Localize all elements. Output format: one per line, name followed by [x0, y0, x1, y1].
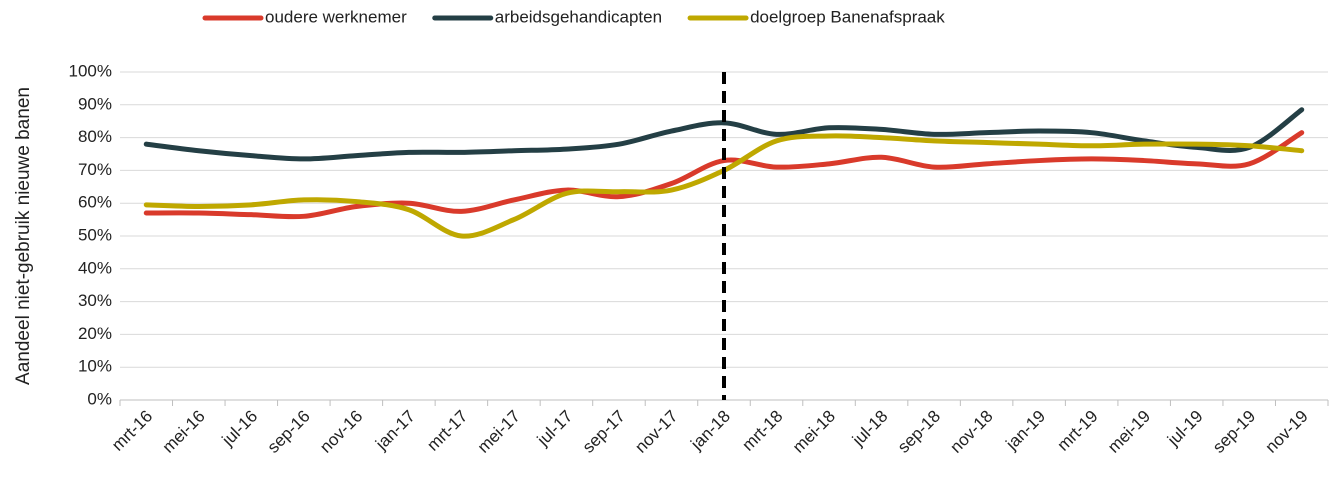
y-axis-label: Aandeel niet-gebruik nieuwe banen — [13, 87, 34, 385]
x-tick-label: jan-19 — [1002, 407, 1050, 455]
legend-label: oudere werknemer — [265, 7, 407, 26]
x-tick-label: mrt-19 — [1053, 407, 1101, 455]
x-tick-label: mei-18 — [789, 407, 839, 457]
legend-label: arbeidsgehandicapten — [495, 7, 662, 26]
y-tick-label: 0% — [87, 389, 112, 408]
y-tick-label: 90% — [78, 94, 112, 113]
x-tick-label: jan-18 — [686, 407, 734, 455]
legend: oudere werknemer arbeidsgehandicapten doel… — [202, 7, 945, 26]
x-tick-label: jul-18 — [848, 407, 892, 451]
series-line — [143, 107, 1305, 162]
x-tick-label: mrt-16 — [108, 407, 156, 455]
x-tick-label: jul-16 — [218, 407, 262, 451]
x-tick-label: mei-16 — [159, 407, 209, 457]
y-tick-label: 20% — [78, 324, 112, 343]
y-tick-label: 40% — [78, 258, 112, 277]
x-tick-label: jan-17 — [371, 407, 419, 455]
legend-label: doelgroep Banenafspraak — [750, 7, 945, 26]
x-tick-label: mei-17 — [474, 407, 524, 457]
y-tick-label: 60% — [78, 193, 112, 212]
y-tick-label: 100% — [69, 61, 112, 80]
y-tick-label: 50% — [78, 225, 112, 244]
x-tick-label: nov-18 — [946, 407, 996, 457]
x-tick-label: sep-19 — [1209, 407, 1259, 457]
x-tick-label: mei-19 — [1104, 407, 1154, 457]
y-tick-label: 80% — [78, 127, 112, 146]
x-tick-label: jul-19 — [1163, 407, 1207, 451]
y-tick-label: 70% — [78, 160, 112, 179]
series-line — [143, 130, 1305, 220]
y-tick-label: 30% — [78, 291, 112, 310]
x-tick-label: sep-16 — [264, 407, 314, 457]
x-tick-label: nov-16 — [316, 407, 366, 457]
x-tick-label: mrt-17 — [423, 407, 471, 455]
x-tick-label: sep-18 — [894, 407, 944, 457]
x-tick-label: jul-17 — [533, 407, 577, 451]
x-tick-label: nov-19 — [1262, 407, 1312, 457]
x-tick-label: sep-17 — [579, 407, 629, 457]
x-tick-label: mrt-18 — [738, 407, 786, 455]
y-tick-label: 10% — [78, 357, 112, 376]
x-tick-label: nov-17 — [631, 407, 681, 457]
